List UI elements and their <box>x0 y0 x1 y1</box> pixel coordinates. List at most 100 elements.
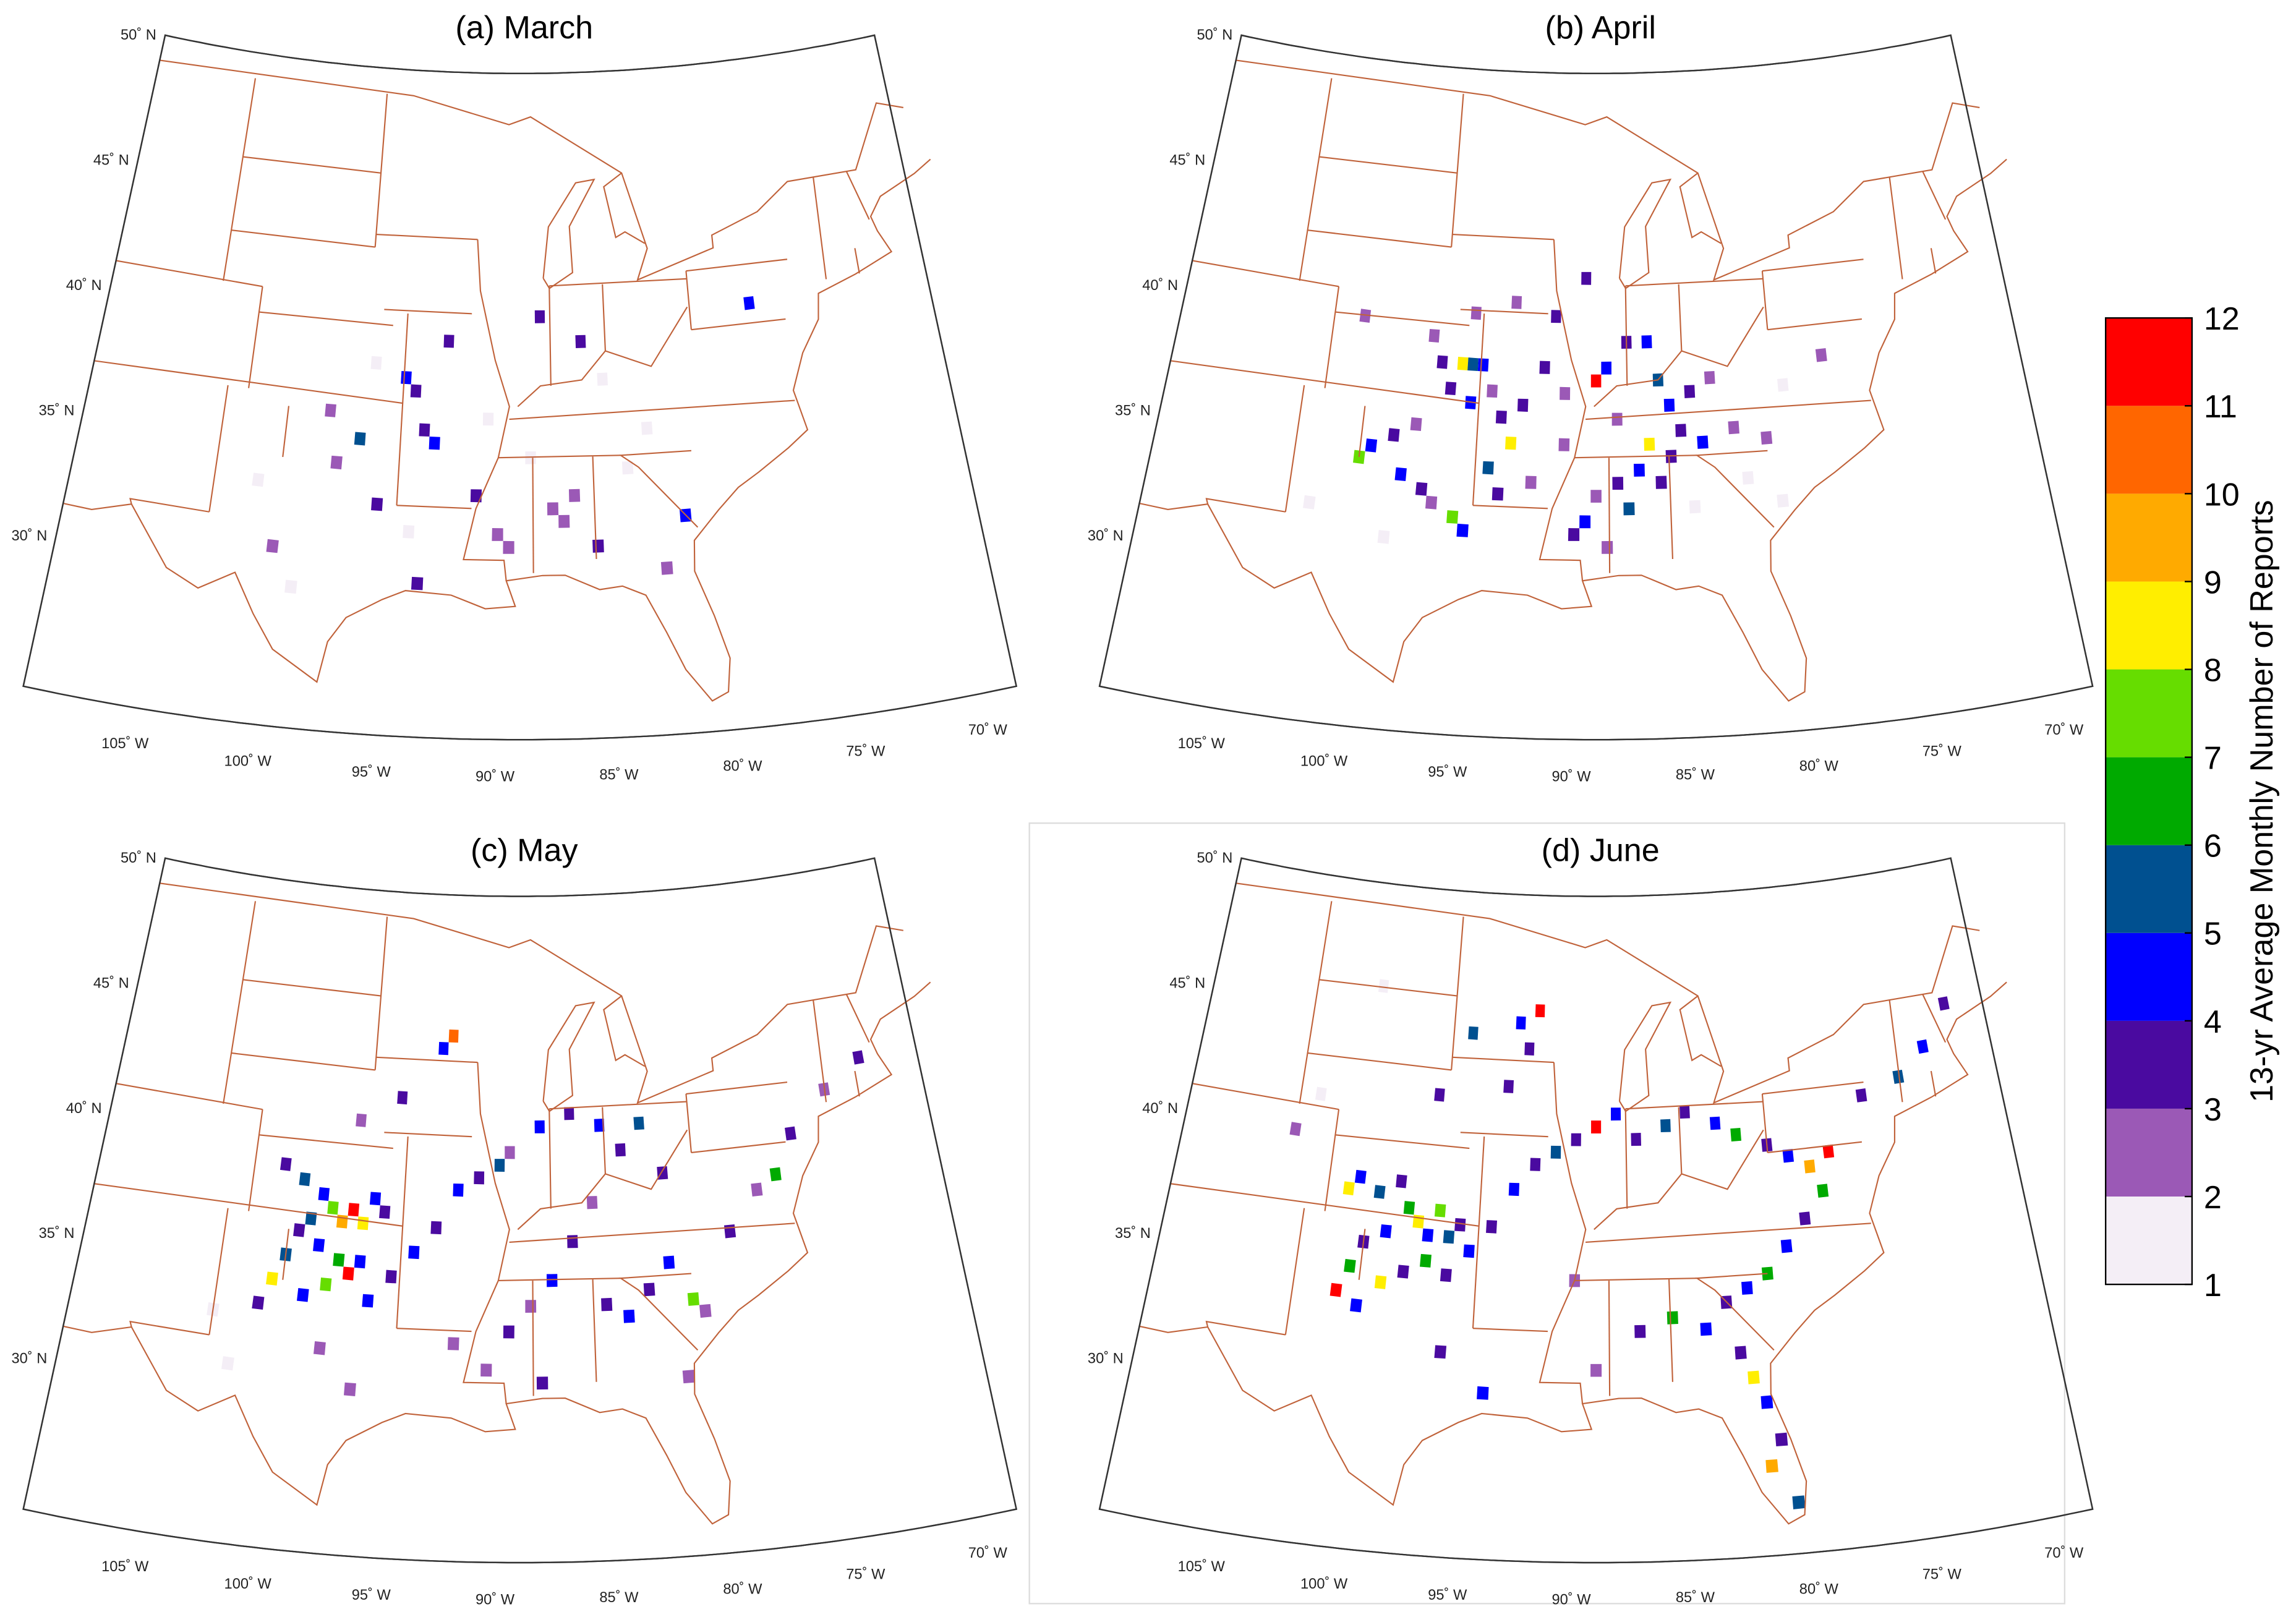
lon-label: 75˚ W <box>846 1566 886 1582</box>
boundary <box>1205 1320 1286 1336</box>
grid-cell <box>1611 1107 1621 1121</box>
boundary <box>1192 1083 1339 1111</box>
grid-cell <box>385 1269 397 1284</box>
lon-label: 80˚ W <box>1799 759 1839 775</box>
boundary <box>1235 59 1980 281</box>
boundary <box>517 306 688 407</box>
grid-cell <box>1303 495 1316 510</box>
boundary <box>1235 882 1980 1104</box>
boundary <box>1358 406 1366 458</box>
boundary <box>1761 271 1769 330</box>
boundary <box>1594 1129 1764 1231</box>
grid-cell <box>546 1274 558 1287</box>
grid-cell <box>525 451 536 464</box>
boundary <box>116 260 263 288</box>
map-panel: (b) April 50˚ N 45˚ N 40˚ N 35˚ N 30˚ N 105˚ W… <box>1088 10 2094 785</box>
panel-title: (a) March <box>455 10 593 46</box>
boundary <box>1451 93 1464 247</box>
boundary <box>282 406 290 458</box>
lat-label: 50˚ N <box>121 27 156 43</box>
grid-cell <box>284 579 297 594</box>
boundary <box>854 1070 860 1097</box>
lon-label: 85˚ W <box>599 767 639 783</box>
colorbar-tick-label: 9 <box>2204 565 2222 600</box>
grid-cell <box>492 528 503 541</box>
grid-cell <box>296 1288 309 1302</box>
grid-cell <box>1456 523 1469 537</box>
grid-cell <box>1396 1174 1407 1188</box>
boundary <box>396 505 472 510</box>
boundary <box>248 1109 263 1211</box>
boundary <box>1668 1279 1674 1382</box>
colorbar-segment <box>2106 757 2192 845</box>
grid-cell <box>1780 1239 1793 1253</box>
boundary <box>1452 233 1554 241</box>
colorbar-tick-label: 11 <box>2204 389 2237 425</box>
grid-cell <box>503 540 514 554</box>
grid-cell <box>1644 437 1655 451</box>
lon-label: 80˚ W <box>1799 1582 1839 1598</box>
grid-cell <box>1679 1105 1690 1119</box>
boundary <box>498 1278 621 1282</box>
grid-cell <box>751 1182 763 1197</box>
boundary <box>1624 286 1628 386</box>
grid-cell <box>1434 1345 1447 1359</box>
grid-cell <box>430 1221 442 1235</box>
grid-cell <box>266 539 279 553</box>
boundary <box>62 158 931 702</box>
lat-label: 40˚ N <box>66 1101 102 1117</box>
lon-label: 90˚ W <box>476 769 515 785</box>
boundary <box>845 171 870 220</box>
boundary <box>1284 385 1305 512</box>
grid-cell <box>1631 1133 1642 1146</box>
colorbar-tick-label: 6 <box>2204 829 2222 864</box>
colorbar-segment <box>2106 932 2192 1021</box>
lat-label: 45˚ N <box>93 153 129 169</box>
grid-cell <box>320 1277 332 1292</box>
boundary <box>258 1134 393 1150</box>
boundary <box>813 1000 827 1103</box>
grid-cell <box>1760 431 1773 445</box>
colorbar-segment <box>2106 1197 2192 1285</box>
boundary <box>1574 454 1697 459</box>
grid-cell <box>1700 1322 1712 1336</box>
lon-label: 95˚ W <box>1428 764 1467 780</box>
grid-cell <box>1792 1495 1806 1509</box>
grid-cell <box>1329 1282 1342 1297</box>
grid-cell <box>1359 309 1372 323</box>
grid-cell <box>221 1356 234 1371</box>
boundary <box>1324 286 1340 388</box>
grid-cell <box>356 1113 367 1127</box>
boundary <box>374 916 388 1070</box>
boundary <box>1299 901 1333 1104</box>
boundary <box>686 1082 788 1095</box>
grid-cell <box>1558 438 1570 451</box>
grid-cell <box>1443 1230 1455 1244</box>
boundary <box>1205 498 1286 513</box>
panel-title: (b) April <box>1545 10 1655 46</box>
lon-label: 105˚ W <box>101 736 149 752</box>
grid-cell <box>480 1363 492 1377</box>
boundary <box>374 93 388 247</box>
grid-cell <box>1377 530 1390 544</box>
grid-cell <box>1397 1265 1409 1279</box>
boundary <box>1618 178 1672 289</box>
boundary <box>116 1083 263 1111</box>
grid-cell <box>503 1325 514 1339</box>
grid-cell <box>370 356 382 370</box>
grid-cell <box>615 1143 626 1157</box>
boundary <box>542 178 595 289</box>
boundary <box>1930 248 1937 274</box>
grid-cell <box>1735 1346 1747 1360</box>
boundary <box>1618 1001 1672 1112</box>
lon-label: 70˚ W <box>2044 722 2084 738</box>
boundary <box>384 1132 472 1138</box>
boundary <box>463 1062 510 1404</box>
grid-cell <box>1611 412 1623 426</box>
boundary <box>1538 1062 1587 1404</box>
boundary <box>1767 318 1863 331</box>
boundary <box>1608 458 1611 573</box>
boundary <box>282 1229 290 1280</box>
boundary <box>592 456 597 560</box>
grid-cell <box>1503 1080 1514 1093</box>
